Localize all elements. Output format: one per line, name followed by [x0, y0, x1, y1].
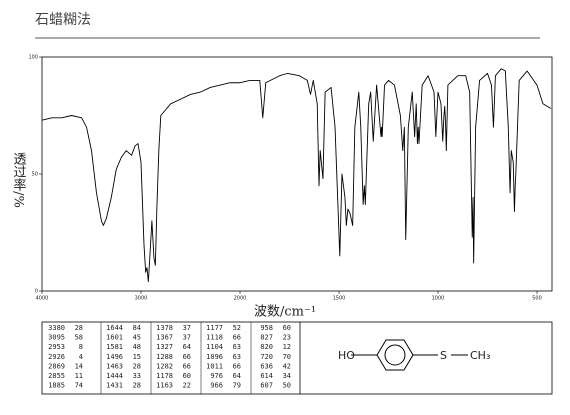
- peak-wavenumber: 976: [210, 372, 223, 380]
- x-tick-label: 1500: [333, 296, 346, 302]
- peak-wavenumber: 1177: [206, 324, 223, 332]
- peak-wavenumber: 1288: [156, 353, 173, 361]
- peak-wavenumber: 1096: [206, 353, 223, 361]
- peak-transmittance: 45: [133, 334, 141, 342]
- chart-title: 石蜡糊法: [35, 12, 91, 28]
- peak-wavenumber: 636: [260, 362, 273, 370]
- peak-wavenumber: 2926: [48, 353, 65, 361]
- peak-wavenumber: 1463: [106, 362, 123, 370]
- peak-wavenumber: 966: [210, 382, 223, 390]
- peak-transmittance: 64: [183, 343, 191, 351]
- peak-transmittance: 66: [233, 362, 241, 370]
- peak-transmittance: 60: [183, 372, 191, 380]
- peak-wavenumber: 827: [260, 334, 273, 342]
- peak-wavenumber: 2855: [48, 372, 65, 380]
- peak-transmittance: 8: [79, 343, 83, 351]
- y-tick-label: 0: [35, 289, 38, 295]
- peak-wavenumber: 1367: [156, 334, 173, 342]
- peak-wavenumber: 1118: [206, 334, 223, 342]
- peak-transmittance: 14: [75, 362, 83, 370]
- peak-transmittance: 4: [79, 353, 83, 361]
- peak-wavenumber: 1431: [106, 382, 123, 390]
- peak-wavenumber: 3095: [48, 334, 65, 342]
- peak-wavenumber: 1178: [156, 372, 173, 380]
- peak-transmittance: 66: [233, 334, 241, 342]
- peak-transmittance: 58: [75, 334, 83, 342]
- spectrum-line: [41, 68, 552, 283]
- peak-transmittance: 28: [133, 382, 141, 390]
- peak-transmittance: 63: [233, 343, 241, 351]
- y-tick-label: 50: [32, 172, 38, 178]
- peak-transmittance: 74: [75, 382, 83, 390]
- peak-transmittance: 28: [75, 324, 83, 332]
- peak-wavenumber: 1496: [106, 353, 123, 361]
- peak-wavenumber: 1011: [206, 362, 223, 370]
- peak-wavenumber: 614: [260, 372, 273, 380]
- x-tick-label: 3000: [135, 296, 148, 302]
- structure-group: CH₃: [470, 349, 490, 362]
- peak-transmittance: 70: [283, 353, 291, 361]
- peak-transmittance: 48: [133, 343, 141, 351]
- peak-wavenumber: 1163: [156, 382, 173, 390]
- peak-wavenumber: 1282: [156, 362, 173, 370]
- plot-frame: [41, 56, 553, 292]
- peak-transmittance: 37: [183, 324, 191, 332]
- peak-wavenumber: 1885: [48, 382, 65, 390]
- peak-wavenumber: 720: [260, 353, 273, 361]
- peak-wavenumber: 1581: [106, 343, 123, 351]
- x-tick-label: 2000: [234, 296, 247, 302]
- peak-transmittance: 60: [283, 324, 291, 332]
- peak-transmittance: 12: [283, 343, 291, 351]
- peak-transmittance: 23: [283, 334, 291, 342]
- peak-transmittance: 66: [183, 353, 191, 361]
- peak-wavenumber: 820: [260, 343, 273, 351]
- peak-wavenumber: 2869: [48, 362, 65, 370]
- aromatic-circle: [384, 344, 406, 366]
- x-axis-label: 波数/cm⁻¹: [254, 305, 316, 320]
- structure: HO S CH₃: [338, 339, 490, 371]
- x-tick-label: 4000: [36, 296, 49, 302]
- peak-wavenumber: 958: [260, 324, 273, 332]
- peak-transmittance: 63: [233, 353, 241, 361]
- peak-wavenumber: 3380: [48, 324, 65, 332]
- peak-transmittance: 64: [233, 372, 241, 380]
- peak-transmittance: 52: [233, 324, 241, 332]
- peak-wavenumber: 1104: [206, 343, 223, 351]
- peak-transmittance: 66: [183, 362, 191, 370]
- peak-transmittance: 42: [283, 362, 291, 370]
- peak-transmittance: 22: [183, 382, 191, 390]
- peak-transmittance: 34: [283, 372, 291, 380]
- peak-transmittance: 50: [283, 382, 291, 390]
- y-tick-label: 100: [28, 55, 38, 61]
- peak-transmittance: 28: [133, 362, 141, 370]
- structure-atom: S: [440, 349, 447, 362]
- peak-transmittance: 37: [183, 334, 191, 342]
- peak-wavenumber: 1327: [156, 343, 173, 351]
- structure-group: HO: [338, 349, 355, 362]
- peak-wavenumber: 1644: [106, 324, 123, 332]
- peak-wavenumber: 2953: [48, 343, 65, 351]
- peak-transmittance: 11: [75, 372, 83, 380]
- y-axis-label: 透过率/%: [11, 152, 27, 208]
- peak-table-frame: [41, 321, 553, 395]
- peak-wavenumber: 1601: [106, 334, 123, 342]
- x-tick-label: 1000: [432, 296, 445, 302]
- peak-wavenumber: 1378: [156, 324, 173, 332]
- peak-wavenumber: 1444: [106, 372, 123, 380]
- peak-wavenumber: 607: [260, 382, 273, 390]
- peak-transmittance: 79: [233, 382, 241, 390]
- peak-transmittance: 84: [133, 324, 141, 332]
- x-tick-label: 500: [532, 296, 542, 302]
- peak-transmittance: 33: [133, 372, 141, 380]
- peak-transmittance: 15: [133, 353, 141, 361]
